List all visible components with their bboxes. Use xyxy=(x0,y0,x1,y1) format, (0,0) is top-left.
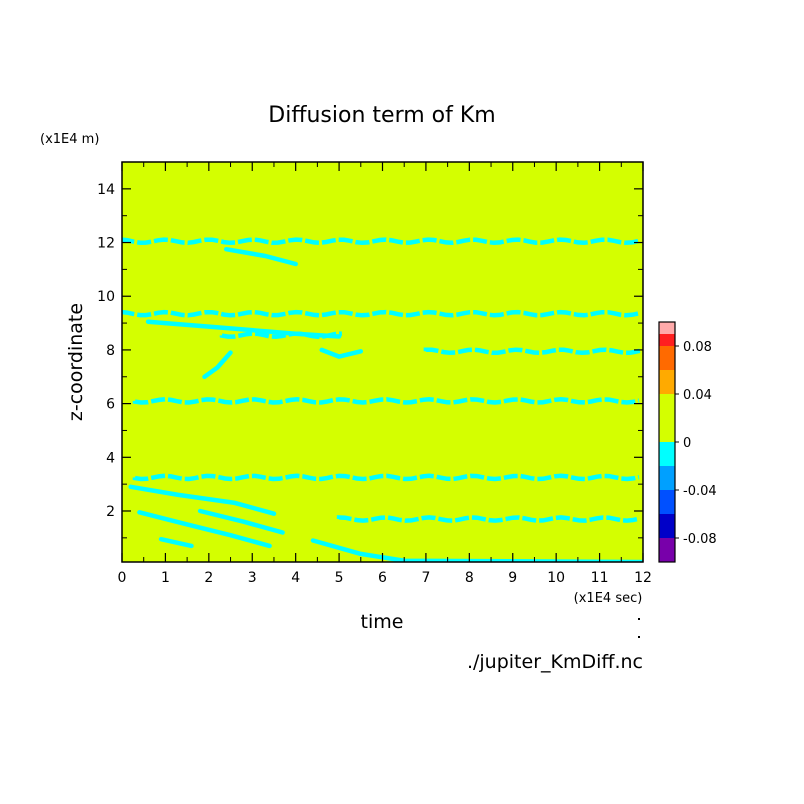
colorbar: 0.08 0.04 0 -0.04 -0.08 xyxy=(658,321,717,563)
negative-streak xyxy=(202,350,233,380)
x-tick-label: 10 xyxy=(547,570,565,586)
marker-dot xyxy=(638,618,640,620)
y-tick-label: 12 xyxy=(97,236,115,252)
y-tick-label: 8 xyxy=(106,343,115,359)
negative-band xyxy=(336,515,640,523)
colorbar-tick-label: 0.08 xyxy=(683,340,712,355)
y-tick-label: 6 xyxy=(106,397,115,413)
plot-area xyxy=(122,162,643,562)
colorbar-tick-label: -0.08 xyxy=(683,532,717,547)
source-file-label: ./jupiter_KmDiff.nc xyxy=(467,651,643,673)
y-tick-label: 2 xyxy=(106,504,115,520)
negative-band xyxy=(132,473,640,482)
colorbar-tick-label: -0.04 xyxy=(683,484,717,499)
y-tick-label: 4 xyxy=(106,450,115,466)
x-tick-label: 6 xyxy=(378,570,387,586)
colorbar-tick-label: 0.04 xyxy=(683,388,712,403)
x-tick-label: 0 xyxy=(118,570,127,586)
negative-band xyxy=(423,347,643,356)
y-unit-label: (x1E4 m) xyxy=(40,132,99,147)
colorbar-swatch xyxy=(659,490,675,514)
x-tick-label: 7 xyxy=(421,570,430,586)
negative-band xyxy=(122,309,639,318)
x-tick-label: 11 xyxy=(591,570,609,586)
x-axis-title: time xyxy=(361,611,404,633)
x-tick-label: 4 xyxy=(291,570,300,586)
colorbar-tick-label: 0 xyxy=(683,436,691,451)
colorbar-swatch xyxy=(659,394,675,442)
y-axis-title: z-coordinate xyxy=(65,303,87,421)
x-axis: 0 1 2 3 4 5 6 7 8 9 10 11 12 xyxy=(118,162,652,586)
negative-streak xyxy=(319,347,364,359)
negative-band xyxy=(122,237,639,246)
x-tick-label: 5 xyxy=(335,570,344,586)
colorbar-swatch xyxy=(659,346,675,370)
chart-title: Diffusion term of Km xyxy=(268,103,495,128)
y-tick-label: 10 xyxy=(97,289,115,305)
colorbar-swatch xyxy=(659,322,675,334)
negative-streak xyxy=(158,536,194,549)
negative-band xyxy=(219,331,343,339)
x-unit-label: (x1E4 sec) xyxy=(574,591,643,606)
colorbar-swatch xyxy=(659,334,675,346)
x-tick-label: 1 xyxy=(161,570,170,586)
negative-streak xyxy=(223,246,298,267)
colorbar-swatch xyxy=(659,442,675,466)
negative-streak xyxy=(137,510,272,549)
colorbar-swatch xyxy=(659,466,675,490)
x-tick-label: 12 xyxy=(634,570,652,586)
colorbar-swatch xyxy=(659,514,675,538)
negative-streak xyxy=(128,484,277,516)
marker-dot xyxy=(638,636,640,638)
negative-streak xyxy=(145,319,342,339)
y-tick-label: 14 xyxy=(97,182,115,198)
x-tick-label: 8 xyxy=(465,570,474,586)
x-tick-label: 3 xyxy=(248,570,257,586)
colorbar-swatch xyxy=(659,370,675,394)
colorbar-swatch xyxy=(659,538,675,562)
negative-band xyxy=(132,397,640,405)
negative-streak xyxy=(197,508,285,535)
y-axis: 2 4 6 8 10 12 14 xyxy=(97,182,643,539)
x-tick-label: 2 xyxy=(204,570,213,586)
x-tick-label: 9 xyxy=(508,570,517,586)
